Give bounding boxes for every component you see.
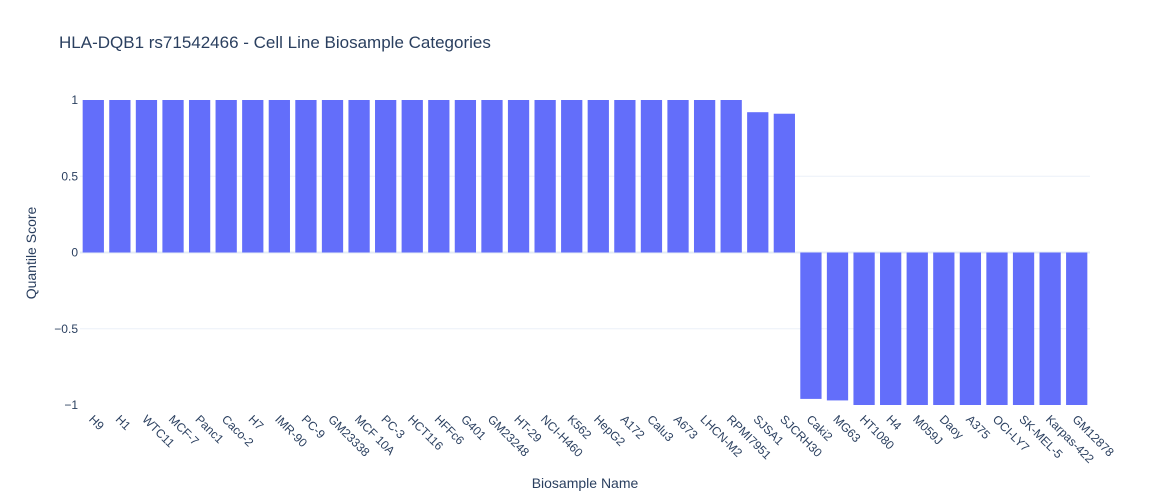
bar-ht1080[interactable]	[853, 252, 875, 406]
bars	[82, 100, 1088, 406]
bar-hepg2[interactable]	[587, 100, 609, 253]
bar-pc-9[interactable]	[295, 100, 317, 253]
bar-gm12878[interactable]	[1066, 252, 1088, 406]
bar-gm23338[interactable]	[321, 100, 344, 253]
y-tick-label: −0.5	[54, 322, 78, 336]
bar-h7[interactable]	[242, 100, 264, 253]
bar-h9[interactable]	[82, 100, 104, 253]
chart-title: HLA-DQB1 rs71542466 - Cell Line Biosampl…	[59, 33, 491, 52]
bar-mcf-10a[interactable]	[348, 100, 370, 253]
y-tick-label: 0.5	[61, 169, 78, 183]
bar-oci-ly7[interactable]	[986, 252, 1008, 406]
x-tick-label: H9	[86, 412, 107, 433]
bar-nci-h460[interactable]	[534, 100, 556, 253]
bar-daoy[interactable]	[933, 252, 955, 406]
bar-h1[interactable]	[109, 100, 131, 253]
bar-pc-3[interactable]	[375, 100, 397, 253]
bar-rpmi7951[interactable]	[720, 100, 742, 253]
bar-calu3[interactable]	[640, 100, 663, 253]
y-tick-label: 1	[71, 93, 78, 107]
bar-caki2[interactable]	[800, 252, 822, 399]
bar-a673[interactable]	[667, 100, 689, 253]
bar-caco-2[interactable]	[215, 100, 237, 253]
bar-a375[interactable]	[959, 252, 982, 406]
bar-k562[interactable]	[561, 100, 583, 253]
x-tick-label: H1	[113, 412, 134, 433]
x-tick-label: A673	[671, 412, 701, 442]
y-tick-label: −1	[64, 398, 78, 412]
y-axis-ticks: 1 0.5 0 −0.5 −1	[54, 93, 78, 412]
x-axis-title: Biosample Name	[532, 475, 639, 491]
y-tick-label: 0	[71, 246, 78, 260]
x-tick-label: H4	[884, 412, 905, 433]
bar-h4[interactable]	[880, 252, 902, 406]
bar-imr-90[interactable]	[268, 100, 290, 253]
bar-panc1[interactable]	[188, 100, 211, 253]
x-tick-label: MG63	[830, 412, 863, 445]
bar-a172[interactable]	[614, 100, 636, 253]
x-tick-label: A375	[963, 412, 993, 442]
bar-lhcn-m2[interactable]	[693, 100, 716, 253]
bar-sjcrh30[interactable]	[773, 113, 795, 253]
y-axis-title: Quantile Score	[23, 206, 39, 299]
bar-hct116[interactable]	[401, 100, 423, 253]
bar-mcf-7[interactable]	[162, 100, 184, 253]
bar-g401[interactable]	[454, 100, 477, 253]
bar-ht-29[interactable]	[507, 100, 530, 253]
x-tick-label: Calu3	[644, 412, 676, 444]
bar-hffc6[interactable]	[428, 100, 450, 253]
bar-karpas-422[interactable]	[1039, 252, 1061, 406]
bar-sjsa1[interactable]	[747, 112, 769, 253]
bar-wtc11[interactable]	[135, 100, 158, 253]
bar-sk-mel-5[interactable]	[1012, 252, 1035, 406]
bar-mg63[interactable]	[826, 252, 849, 401]
x-tick-label: H7	[246, 412, 267, 433]
bar-gm23248[interactable]	[481, 100, 503, 253]
bar-m059j[interactable]	[906, 252, 928, 406]
